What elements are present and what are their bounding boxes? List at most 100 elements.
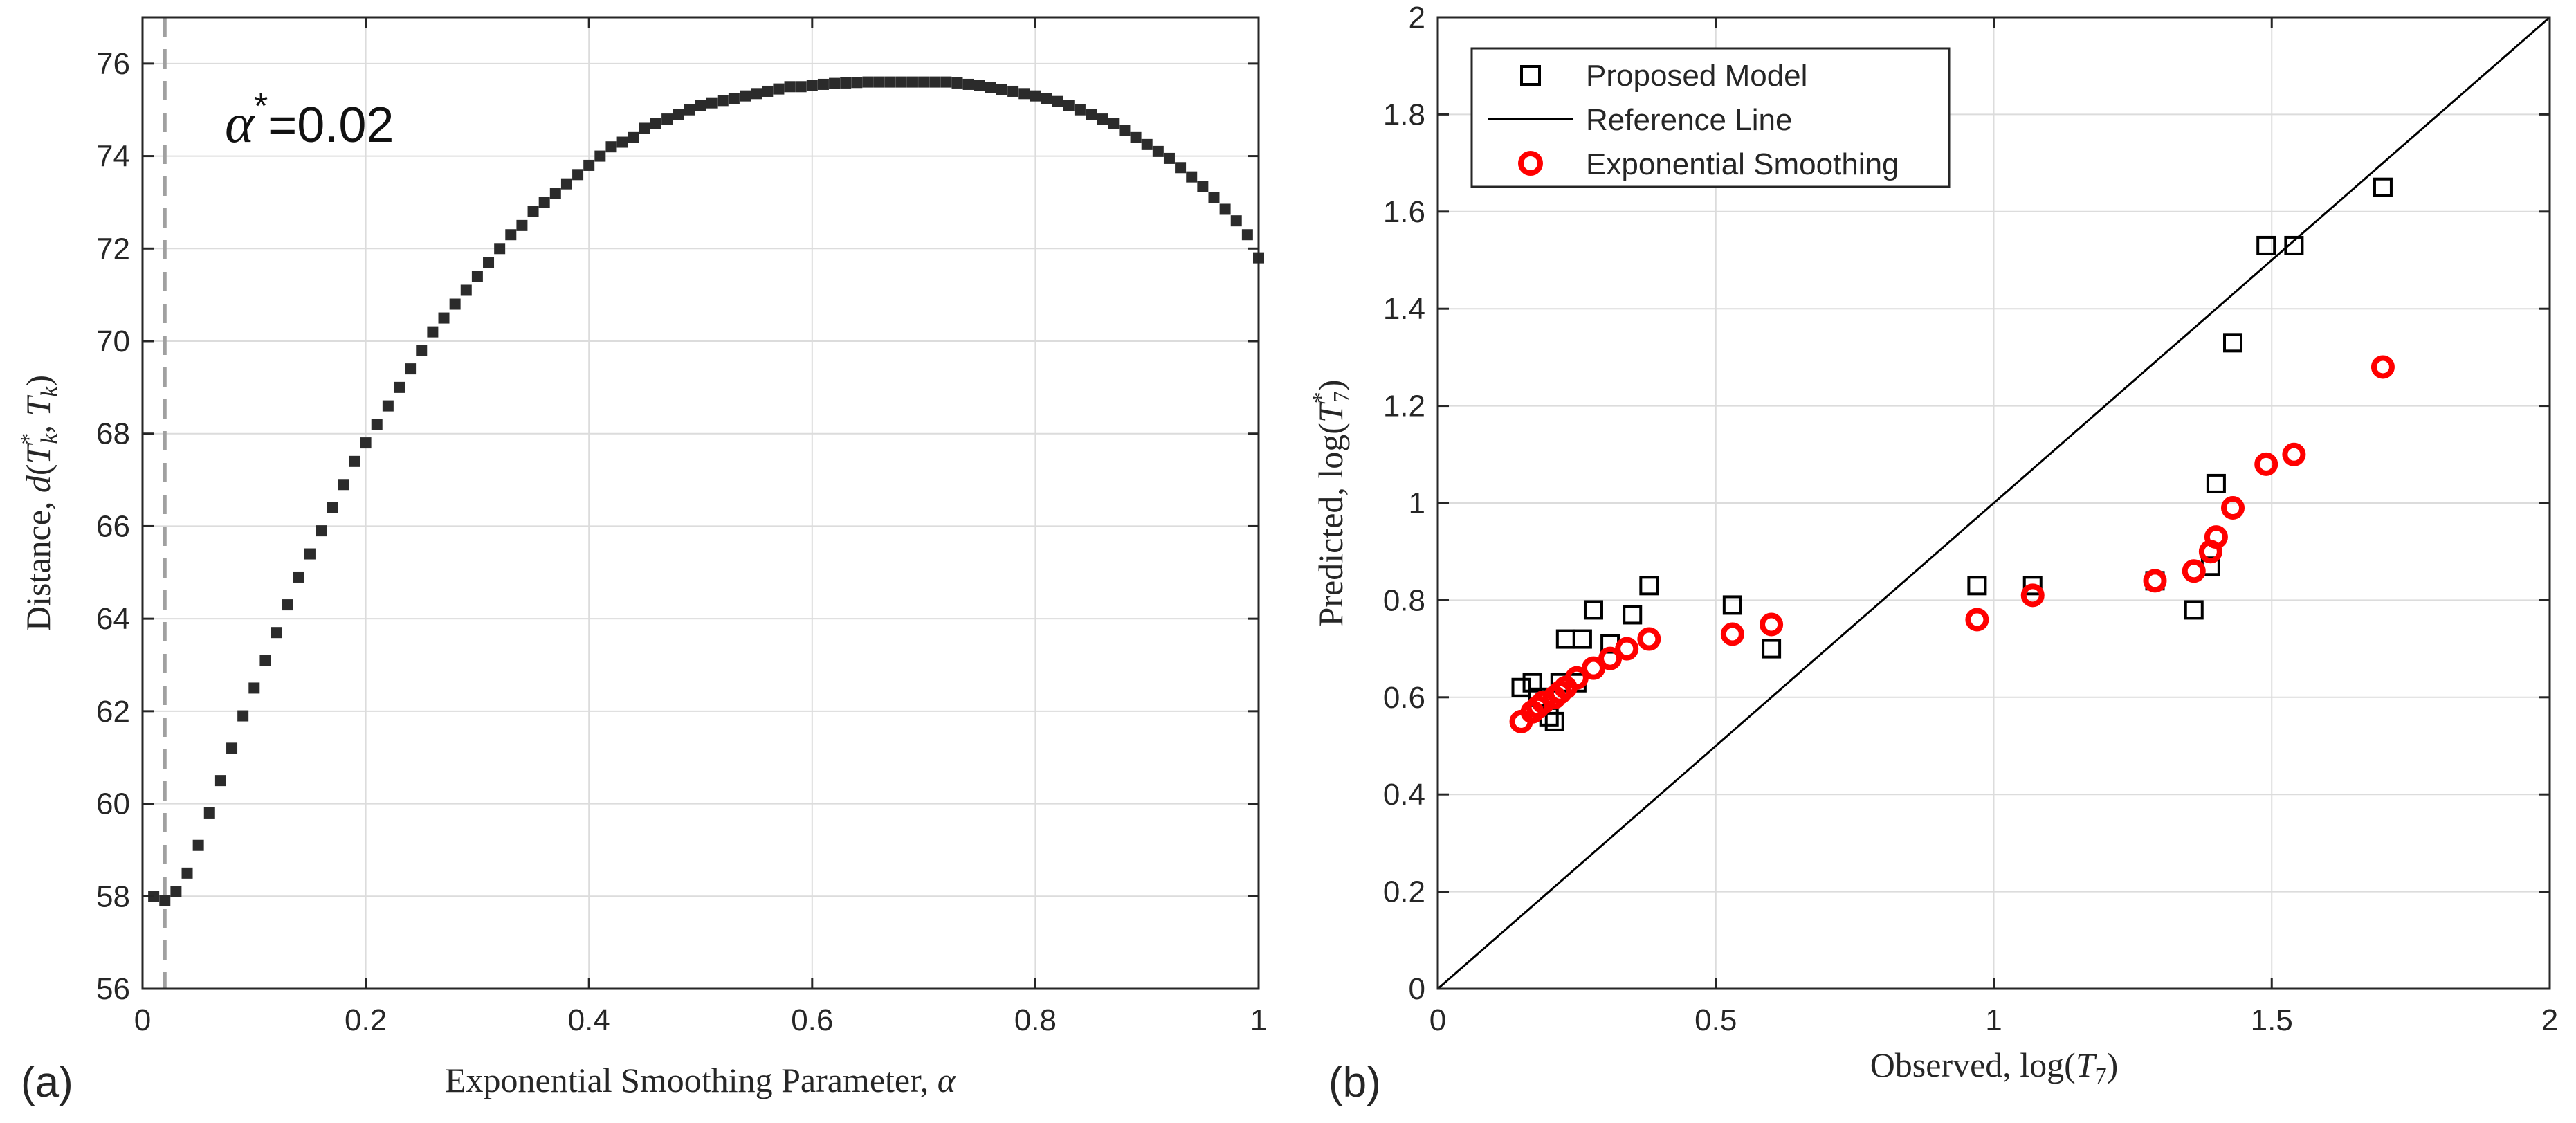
proposed-model-point [1762,639,1782,659]
exponential-smoothing-point [1637,627,1661,651]
panel-a-point [673,109,684,120]
panel-b-legend: Proposed Model Reference Line Exponentia… [1470,47,1951,188]
panel-b-exponential-smoothing-markers [1509,355,2395,733]
panel-a-point [203,807,215,819]
panel-a-point [1241,229,1253,241]
exponential-smoothing-point [1760,612,1784,637]
exponential-smoothing-point [1531,690,1555,714]
panel-b-ytick-label: 0 [1409,972,1425,1006]
panel-a-point [840,77,852,89]
panel-a-point [304,548,316,560]
panel-a-ytick-label: 76 [96,47,130,81]
panel-b-label: (b) [1328,1059,1381,1106]
panel-b-ytick-label: 1.8 [1383,98,1425,131]
panel-a-point [829,77,841,89]
panel-a-point [1152,145,1164,157]
panel-a-point [1141,138,1153,150]
panel-a-point [951,77,963,89]
proposed-model-point [2223,333,2243,353]
panel-b-xtick-label: 1.5 [2251,1003,2293,1037]
exponential-smoothing-point [2254,452,2278,476]
proposed-model-point [2184,600,2204,620]
proposed-model-point [2284,235,2304,255]
panel-a-point [728,93,740,104]
panel-a-point [929,76,941,88]
proposed-model-point [2256,235,2276,255]
exponential-smoothing-point [2143,569,2167,593]
panel-a-point [594,150,606,162]
exponential-smoothing-point [2182,559,2206,583]
panel-a-ytick-label: 62 [96,695,130,729]
panel-a-point [549,188,561,199]
panel-a-point [1030,90,1041,102]
panel-a-ytick-label: 64 [96,602,130,636]
panel-a-point [740,90,751,102]
panel-a-ticks: 0 0.2 0.4 0.6 0.8 1 56 58 60 62 64 66 68 70 72 74 76 [96,17,1267,1037]
panel-a-axes-box [141,16,1260,990]
proposed-model-point [1544,711,1564,731]
panel-a-point [884,76,896,88]
panel-a-point [483,257,495,268]
panel-a-point [1086,109,1097,120]
panel-a-point [214,775,226,787]
panel-a-point [1208,192,1220,203]
panel-a-point [1063,100,1075,111]
panel-a-point [661,113,673,125]
exponential-smoothing-point [2204,525,2228,549]
panel-a-point [316,525,327,537]
panel-b-ytick-label: 1.4 [1383,292,1425,326]
panel-a-point [259,655,271,666]
panel-a-point [192,839,204,851]
exponential-smoothing-point [2020,583,2045,608]
panel-a-point [962,78,974,90]
panel-a-point [327,502,338,513]
panel-a-point [1041,93,1052,104]
exponential-smoothing-point [1564,666,1589,690]
panel-b: 0 0.5 1 1.5 2 0 0.2 0.4 0.6 0.8 1 1.2 1.4 1.6 1.8 2 Pro… [1308,1,2558,1106]
proposed-model-point [2206,473,2226,493]
panel-a-point [226,742,238,754]
exponential-smoothing-point [1598,646,1623,670]
exponential-smoothing-point [1581,656,1605,680]
panel-b-ytick-label: 1.2 [1383,390,1425,423]
panel-a-point [695,100,706,111]
panel-a-point [817,78,829,90]
proposed-model-point [1522,673,1542,693]
proposed-model-point [2022,576,2043,596]
panel-a-point [906,76,918,88]
panel-a-ylabel: Distance, d(T*k, Tk) [16,375,62,631]
panel-a-point [527,206,539,217]
panel-a-point [181,867,193,879]
panel-a-point [795,81,807,93]
panel-a-point [650,118,661,129]
panel-a-xlabel: Exponential Smoothing Parameter, α [445,1061,957,1099]
panel-b-xlabel: Observed, log(T7) [1870,1046,2119,1089]
panel-a-point [505,229,517,241]
legend-entry-reference-line: Reference Line [1586,103,1792,137]
panel-a-point [1074,104,1086,116]
panel-a-point [538,197,550,208]
legend-entry-exponential-smoothing: Exponential Smoothing [1586,147,1899,181]
panel-a-point [516,219,528,231]
exponential-smoothing-point [1720,622,1744,646]
panel-a-xtick-label: 1 [1250,1003,1267,1037]
panel-a-xtick-label: 0 [134,1003,151,1037]
panel-a-point [371,419,383,430]
panel-a-point [706,97,718,109]
panel-a-xtick-label: 0.6 [791,1003,833,1037]
panel-a-point [1052,95,1063,107]
panel-b-ytick-label: 2 [1409,1,1425,35]
panel-a-point [248,682,260,694]
panel-a-annotation: α*=0.02 [225,86,394,154]
panel-a-point [449,298,461,310]
panel-b-ticks: 0 0.5 1 1.5 2 0 0.2 0.4 0.6 0.8 1 1.2 1.4 1.6 1.8 2 [1383,1,2558,1037]
panel-a-point [282,599,293,611]
panel-a-point [1130,131,1142,143]
exponential-smoothing-point [1965,608,1989,632]
panel-a: 0 0.2 0.4 0.6 0.8 1 56 58 60 62 64 66 68 70 72 74 76 α*=… [16,16,1267,1106]
panel-a-point [895,76,907,88]
panel-a-point [806,80,818,91]
panel-b-ylabel: Predicted, log(T*7) [1308,380,1355,627]
panel-a-ytick-label: 58 [96,879,130,913]
